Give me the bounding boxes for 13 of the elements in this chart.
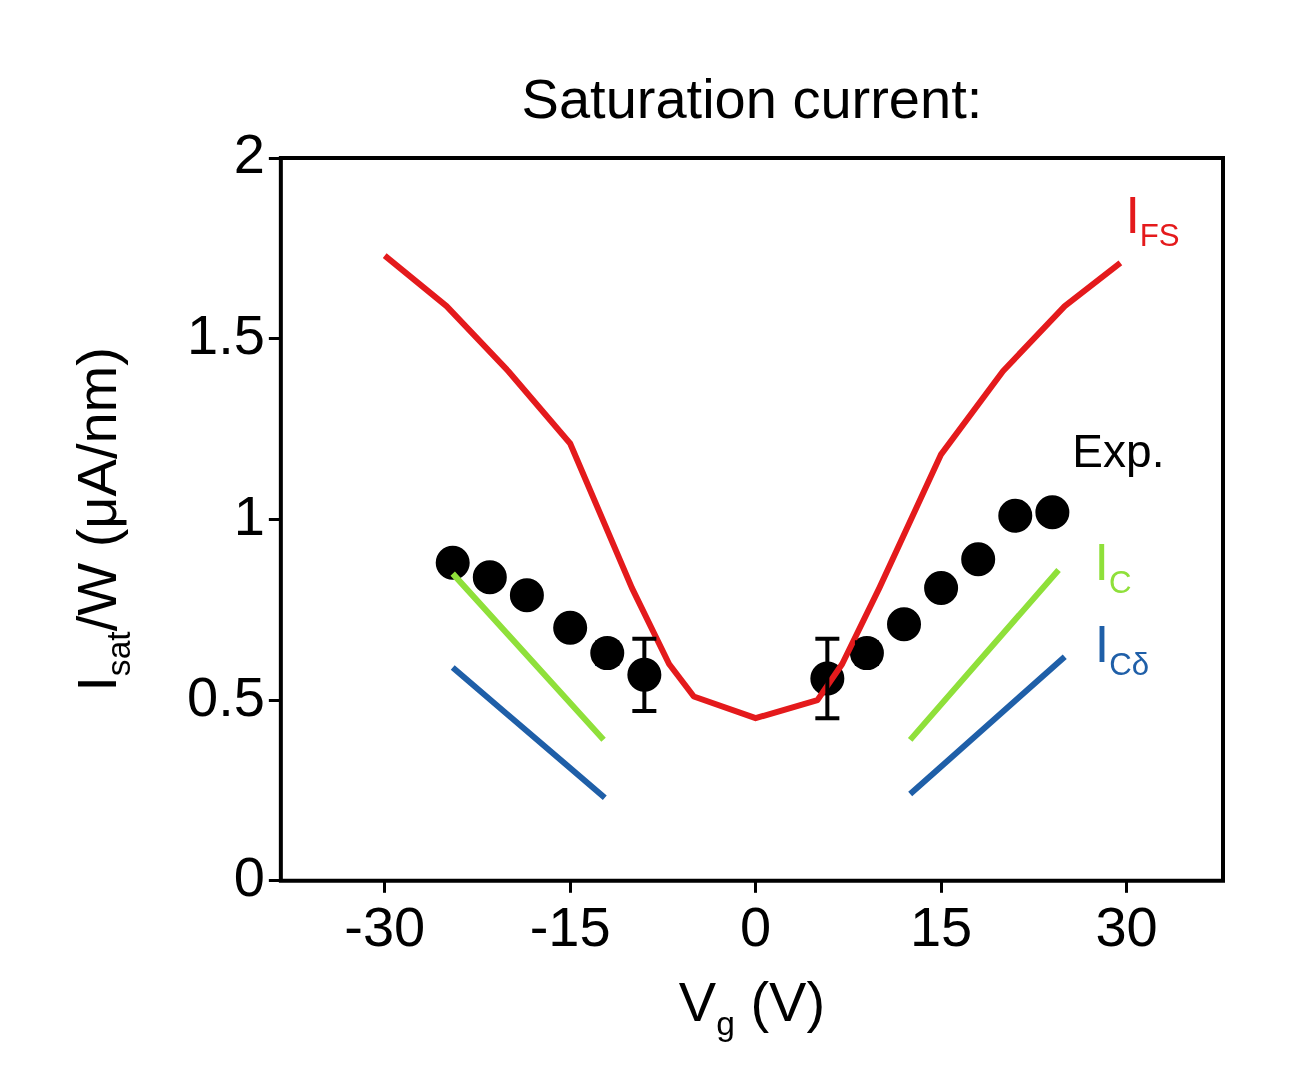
y-tick-label: 0 (233, 845, 265, 909)
y-tick-label: 1.5 (186, 303, 265, 367)
series-label: Exp. (1072, 425, 1165, 478)
x-tick-label: 15 (909, 894, 973, 958)
y-tick-label: 1 (233, 483, 265, 547)
x-tick-label: 30 (1095, 894, 1158, 958)
y-axis-title: Isat/W (μA/nm) (64, 347, 137, 692)
y-tick-label: 0.5 (186, 664, 265, 728)
x-tick-label: 0 (740, 894, 772, 958)
x-tick-label: -15 (529, 894, 611, 958)
y-tick-label: 2 (233, 122, 265, 186)
x-tick-label: -30 (344, 894, 426, 958)
chart-title: Saturation current: (521, 67, 983, 130)
